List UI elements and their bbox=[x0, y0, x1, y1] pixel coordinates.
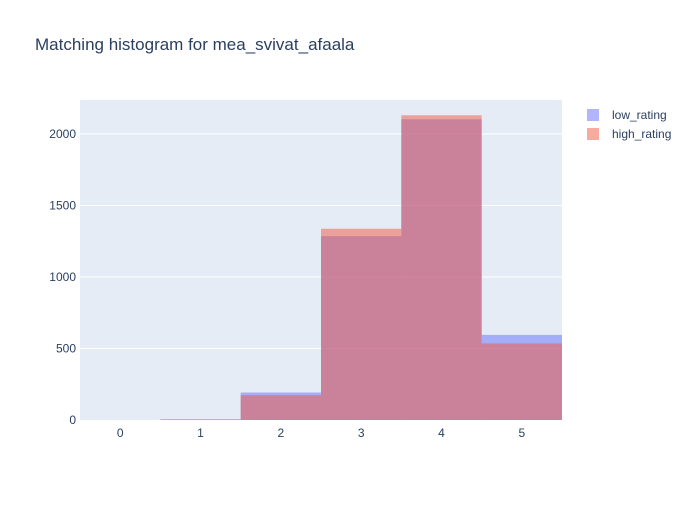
bar-high_rating-4[interactable] bbox=[401, 115, 481, 420]
bar-high_rating-5[interactable] bbox=[482, 343, 562, 420]
legend-item-high_rating[interactable]: high_rating bbox=[587, 127, 671, 141]
bar-high_rating-2[interactable] bbox=[241, 395, 321, 420]
x-tick-label: 1 bbox=[197, 426, 204, 440]
x-tick-label: 3 bbox=[358, 426, 365, 440]
legend-label: high_rating bbox=[612, 127, 671, 141]
legend-swatch bbox=[587, 128, 599, 140]
y-tick-label: 1500 bbox=[49, 198, 76, 212]
x-tick-label: 0 bbox=[117, 426, 124, 440]
legend-swatch bbox=[587, 109, 599, 121]
y-tick-label: 1000 bbox=[49, 270, 76, 284]
x-tick-label: 4 bbox=[438, 426, 445, 440]
chart-title: Matching histogram for mea_svivat_afaala bbox=[35, 35, 355, 54]
x-tick-label: 2 bbox=[277, 426, 284, 440]
bar-high_rating-3[interactable] bbox=[321, 229, 401, 420]
plot-area: 0 500 1000 1500 2000 0 1 2 3 4 5 bbox=[49, 100, 562, 440]
y-tick-label: 500 bbox=[56, 341, 76, 355]
y-tick-label: 0 bbox=[69, 413, 76, 427]
legend-label: low_rating bbox=[612, 108, 667, 122]
y-tick-label: 2000 bbox=[49, 127, 76, 141]
legend-item-low_rating[interactable]: low_rating bbox=[587, 108, 667, 122]
legend[interactable]: low_rating high_rating bbox=[587, 108, 671, 141]
x-tick-label: 5 bbox=[518, 426, 525, 440]
